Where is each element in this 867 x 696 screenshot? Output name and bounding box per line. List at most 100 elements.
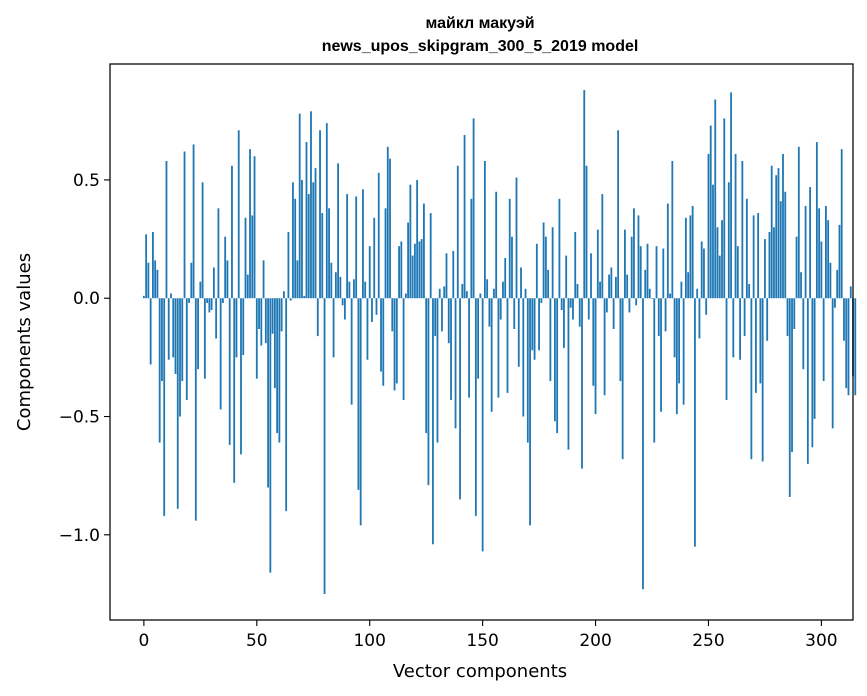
bar	[585, 165, 588, 299]
bar	[800, 272, 802, 299]
bar	[662, 248, 665, 299]
bar	[436, 298, 439, 443]
bar	[260, 298, 263, 346]
bar	[723, 118, 726, 299]
bar	[294, 198, 297, 299]
bars-group	[142, 90, 857, 594]
bar	[712, 184, 714, 299]
bar	[463, 134, 466, 299]
bar	[569, 298, 572, 308]
bar	[531, 298, 534, 351]
bar	[757, 213, 760, 299]
bar	[608, 274, 610, 299]
x-tick-label: 100	[353, 631, 385, 651]
x-axis-label: Vector components	[393, 661, 567, 682]
bar	[777, 168, 780, 299]
bar	[793, 298, 796, 329]
bar	[402, 298, 405, 400]
bar	[190, 262, 193, 299]
bar	[493, 288, 495, 299]
bar	[621, 298, 624, 460]
bar	[366, 298, 369, 360]
bar	[481, 298, 484, 552]
bar	[330, 262, 333, 299]
bar	[736, 246, 739, 299]
bar	[590, 253, 592, 299]
bar	[325, 123, 328, 299]
bar	[533, 298, 536, 360]
bar	[278, 298, 281, 443]
bar	[743, 298, 746, 337]
bar	[314, 168, 317, 299]
bar	[705, 298, 708, 315]
bar	[201, 182, 204, 299]
bar	[413, 243, 416, 299]
bar	[556, 298, 559, 434]
bar	[721, 220, 723, 299]
bar	[764, 239, 766, 299]
bar	[192, 144, 195, 299]
bar	[395, 298, 398, 384]
bar	[348, 281, 351, 299]
bar	[517, 298, 520, 367]
bar	[739, 298, 741, 360]
bar	[289, 298, 292, 301]
bar	[375, 298, 378, 315]
bar	[558, 198, 561, 299]
bar	[784, 191, 787, 299]
bar	[319, 130, 321, 299]
bar	[339, 276, 342, 299]
bar	[472, 118, 475, 299]
bar	[671, 161, 674, 299]
bar	[520, 267, 522, 299]
y-tick-label: 0.0	[73, 289, 100, 309]
bar	[594, 298, 597, 415]
bar	[827, 220, 830, 299]
bar	[745, 198, 748, 299]
bar	[161, 298, 163, 382]
x-tick-label: 200	[579, 631, 611, 651]
bar	[633, 208, 635, 299]
bar	[809, 187, 811, 299]
bar	[337, 163, 339, 299]
bar	[156, 269, 159, 299]
bar	[646, 243, 649, 299]
bar	[194, 298, 197, 521]
bar	[465, 291, 468, 299]
bar	[483, 161, 486, 299]
bar	[718, 255, 721, 299]
bar	[188, 298, 190, 303]
bar	[522, 298, 525, 417]
bar	[170, 293, 172, 299]
bar	[292, 182, 294, 299]
bar	[316, 298, 319, 337]
bar	[578, 298, 581, 327]
bar	[811, 298, 814, 448]
bar	[542, 222, 545, 299]
bar	[441, 298, 443, 332]
bar	[145, 234, 148, 299]
bar	[642, 298, 644, 590]
bar	[617, 130, 620, 299]
bar	[845, 298, 848, 389]
bar	[249, 149, 251, 299]
bar	[696, 288, 699, 299]
bar	[574, 231, 577, 299]
bar	[285, 298, 288, 512]
bar	[301, 179, 303, 299]
bar	[303, 295, 306, 299]
bar	[251, 215, 254, 299]
bar	[709, 125, 712, 299]
y-axis-label: Components values	[14, 253, 35, 431]
bar	[748, 284, 751, 299]
bar	[511, 236, 513, 299]
bar	[664, 298, 667, 332]
bar	[630, 236, 633, 299]
bar	[504, 258, 507, 299]
bar	[262, 260, 265, 299]
bar	[391, 298, 394, 332]
bar	[346, 194, 349, 299]
bar	[583, 90, 586, 299]
bar	[447, 298, 450, 344]
